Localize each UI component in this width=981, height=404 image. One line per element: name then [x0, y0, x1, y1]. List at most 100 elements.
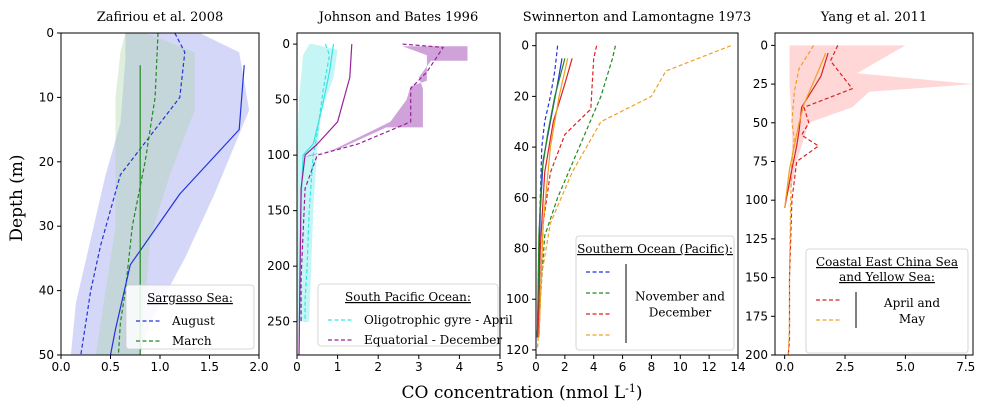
x-axis-label: CO concentration (nmol L-1)	[402, 382, 643, 403]
series-line-4	[784, 52, 827, 208]
x-tick-label: 1	[334, 360, 342, 374]
plot-area	[536, 45, 732, 350]
y-tick-label: 150	[267, 204, 290, 218]
legend-bracket-label: April and	[883, 296, 940, 310]
y-tick-label: 20	[39, 155, 54, 169]
series-line-7	[537, 58, 573, 338]
y-tick-label: 10	[39, 90, 54, 104]
y-tick-label: 80	[514, 242, 529, 256]
series-line-6	[536, 58, 566, 338]
y-tick-label: 60	[514, 191, 529, 205]
legend-label: Oligotrophic gyre - April	[364, 313, 513, 327]
axes-frame	[296, 32, 501, 356]
legend-title: and Yellow Sea:	[839, 270, 935, 284]
panel-title: Yang et al. 2011	[820, 10, 927, 25]
x-tick-label: 2	[374, 360, 382, 374]
legend-title: Sargasso Sea:	[147, 291, 233, 305]
y-tick-label: 20	[514, 89, 529, 103]
y-tick-label: 75	[753, 154, 768, 168]
series-line-2	[117, 33, 159, 355]
series-line-2	[787, 45, 815, 355]
y-tick-label: 150	[745, 271, 768, 285]
series-line-3	[784, 52, 829, 209]
y-tick-label: 0	[521, 39, 529, 53]
y-tick-label: 200	[267, 259, 290, 273]
y-tick-label: 50	[275, 93, 290, 107]
legend: South Pacific Ocean: Oligotrophic gyre - …	[317, 283, 513, 347]
y-tick-label: 30	[39, 219, 54, 233]
x-tick-label: 1.0	[150, 360, 169, 374]
axes-frame	[535, 32, 739, 356]
y-tick-label: 50	[753, 116, 768, 130]
legend-box	[125, 284, 255, 350]
panel-title: Zafiriou et al. 2008	[97, 10, 223, 25]
legend-title: South Pacific Ocean:	[345, 290, 471, 304]
x-tick-label: 0	[293, 360, 301, 374]
y-tick-label: 0	[760, 38, 768, 52]
range-band-1	[297, 44, 338, 322]
panel-4: Yang et al. 2011 0.0 2.5 5.0 7.5 0 25 50 75 100 12…	[745, 10, 975, 374]
series-line-1	[304, 43, 331, 322]
range-band-2	[305, 46, 468, 158]
plot-area	[784, 45, 973, 355]
y-axis-label: Depth (m)	[7, 154, 27, 241]
axes-frame	[774, 32, 974, 356]
x-tick-label: 12	[702, 360, 717, 374]
x-tick-label: 2	[561, 360, 569, 374]
x-tick-label: 0.5	[101, 360, 120, 374]
series-line-8	[538, 58, 569, 338]
y-tick-label: 100	[506, 292, 529, 306]
panel-title: Johnson and Bates 1996	[317, 10, 478, 25]
range-band-1	[70, 33, 250, 355]
legend: Sargasso Sea: August March	[125, 284, 255, 350]
legend-label: August	[171, 314, 215, 328]
x-tick-label: 2.0	[249, 360, 268, 374]
x-tick-label: 4	[590, 360, 598, 374]
legend-bracket-label: November and	[635, 290, 725, 304]
y-tick-label: 200	[745, 348, 768, 362]
x-tick-label: 4	[456, 360, 464, 374]
panel-title: Swinnerton and Lamontagne 1973	[523, 10, 751, 25]
legend-box	[805, 248, 969, 354]
x-tick-label: 2.5	[835, 360, 854, 374]
y-tick-label: 120	[506, 343, 529, 357]
x-tick-label: 0	[532, 360, 540, 374]
legend-box	[317, 283, 499, 347]
legend-label: Equatorial - December	[364, 333, 502, 347]
x-tick-label: 3	[415, 360, 423, 374]
legend-title: Coastal East China Sea	[816, 255, 958, 269]
y-tick-label: 175	[745, 309, 768, 323]
series-line-4	[298, 44, 353, 355]
x-tick-label: 5.0	[896, 360, 915, 374]
legend-bracket-label: December	[649, 306, 712, 320]
legend-label: March	[172, 334, 212, 348]
y-tick-label: 125	[745, 232, 768, 246]
x-tick-label: 6	[619, 360, 627, 374]
series-line-2	[300, 43, 444, 322]
x-tick-label: 14	[730, 360, 745, 374]
panel-1: Zafiriou et al. 2008 0.0 0.5 1.0 1.5 2.0 0 10 20…	[39, 10, 269, 374]
legend: Southern Ocean (Pacific): November and Dec…	[575, 235, 735, 351]
y-tick-label: 40	[514, 140, 529, 154]
y-tick-label: 0	[282, 37, 290, 51]
y-tick-label: 250	[267, 315, 290, 329]
x-tick-label: 1.5	[200, 360, 219, 374]
y-tick-label: 0	[46, 26, 54, 40]
series-line-1	[80, 33, 186, 355]
x-tick-label: 7.5	[956, 360, 975, 374]
legend-title: Southern Ocean (Pacific):	[577, 242, 733, 256]
panel-3: Swinnerton and Lamontagne 1973 0 2 4 6 8 10 12 1…	[506, 10, 751, 374]
y-tick-label: 100	[745, 193, 768, 207]
y-tick-label: 25	[753, 77, 768, 91]
x-tick-label: 0.0	[775, 360, 794, 374]
range-band-2	[95, 33, 195, 355]
legend-bracket-label: May	[899, 312, 925, 326]
plot-area	[297, 43, 468, 355]
series-line-3	[109, 65, 245, 355]
x-tick-label: 10	[673, 360, 688, 374]
y-tick-label: 100	[267, 148, 290, 162]
y-tick-label: 50	[39, 348, 54, 362]
